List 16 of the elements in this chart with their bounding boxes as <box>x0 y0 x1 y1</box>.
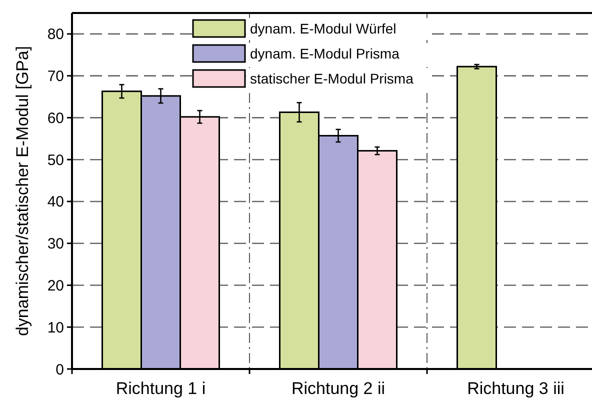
x-tick-label: Richtung 3 iii <box>467 379 564 398</box>
legend-label: dynam. E-Modul Würfel <box>250 20 396 36</box>
y-tick-label: 40 <box>47 194 64 211</box>
y-tick-label: 30 <box>47 236 64 253</box>
y-tick-label: 0 <box>56 361 64 378</box>
x-tick-label: Richtung 1 i <box>116 379 206 398</box>
y-tick-label: 20 <box>47 277 64 294</box>
legend-label: statischer E-Modul Prisma <box>250 70 414 86</box>
y-tick-label: 10 <box>47 319 64 336</box>
legend-label: dynam. E-Modul Prisma <box>250 45 400 62</box>
y-tick-label: 60 <box>47 110 64 127</box>
x-tick-label: Richtung 2 ii <box>291 379 386 398</box>
y-axis-title: dynamischer/statischer E-Modul [GPa] <box>13 46 32 336</box>
y-tick-label: 80 <box>47 26 64 44</box>
y-tick-label: 50 <box>47 152 64 169</box>
y-tick-label: 70 <box>47 68 64 86</box>
